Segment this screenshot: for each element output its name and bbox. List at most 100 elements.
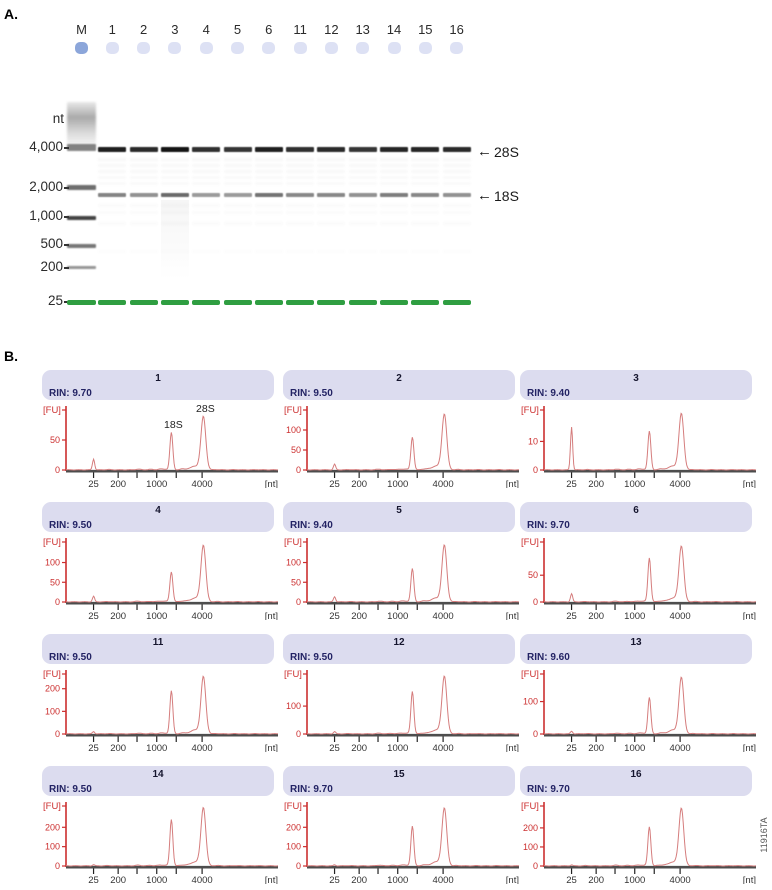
chart-header: 5 RIN: 9.40: [283, 502, 515, 532]
gel-faint-band: [129, 182, 158, 185]
gel-faint-band: [98, 158, 127, 161]
gel-faint-band: [348, 158, 377, 161]
green-marker-band: [317, 300, 346, 305]
gel-faint-band: [411, 170, 440, 173]
fu-axis-label: [FU]: [43, 537, 61, 548]
gel-faint-band: [98, 250, 126, 253]
chart-plot: 0 100 [FU] 25 200 1000 4000 [nt]: [284, 669, 520, 752]
chart-plot: 0 50 [FU] 25 200 1000 4000 [nt] 18S 28S: [43, 403, 279, 488]
fu-axis-label: [FU]: [521, 537, 539, 548]
gel-faint-band: [411, 164, 440, 167]
marker-band: [67, 144, 96, 151]
sample-well: [324, 42, 338, 54]
peak-annotation-28s: 28S: [196, 403, 215, 415]
sample-well: [199, 42, 213, 54]
marker-band: [67, 243, 96, 248]
gel-faint-band: [224, 250, 252, 253]
x-tick-label: 4000: [433, 611, 454, 620]
gel-faint-band: [192, 250, 220, 253]
chart-cell: 13 RIN: 9.60 0 100 [FU] 25 200 1000 4000 [nt]: [520, 634, 760, 752]
fu-axis-label: [FU]: [43, 405, 61, 416]
lane-label: 13: [355, 22, 370, 37]
x-tick-label: 200: [110, 875, 126, 884]
chart-title: 13: [630, 637, 642, 648]
y-tick-label: 100: [45, 842, 60, 852]
figure-code: 11916TA: [759, 817, 769, 853]
gel-faint-band: [349, 204, 377, 207]
chart-cell: 4 RIN: 9.50 0 50 100 [FU] 25 200 1000 4000 [nt]: [42, 502, 282, 620]
x-tick-label: 1000: [146, 611, 167, 620]
chart-title: 3: [633, 373, 639, 384]
x-tick-label: 25: [329, 611, 340, 620]
marker-tick-dash: [64, 267, 69, 269]
gel-faint-band: [317, 176, 346, 179]
rin-value: RIN: 9.50: [49, 652, 92, 663]
chart-cell: 3 RIN: 9.40 0 10 [FU] 25 200 1000 4000 [nt]: [520, 370, 760, 488]
chart-title: 4: [155, 505, 161, 516]
gel-faint-band: [380, 204, 408, 207]
marker-size-label: 200: [40, 259, 63, 274]
gel-faint-band: [411, 182, 440, 185]
band-label-28s: 28S: [494, 144, 519, 160]
annotation-28s: ← 28S: [477, 144, 519, 160]
left-arrow-icon: ←: [477, 187, 492, 204]
green-marker-band: [192, 300, 221, 305]
gel-faint-band: [192, 176, 221, 179]
chart-header: 16 RIN: 9.70: [520, 766, 752, 796]
y-tick-label: 50: [291, 577, 301, 587]
y-tick-label: 0: [533, 465, 538, 475]
x-tick-label: 200: [110, 611, 126, 620]
left-arrow-icon: ←: [477, 143, 492, 160]
gel-faint-band: [130, 204, 158, 207]
trace-line: [306, 543, 519, 603]
gel-band-18s: [411, 193, 440, 197]
chart-plot: 0 50 [FU] 25 200 1000 4000 [nt]: [521, 537, 757, 620]
fu-axis-label: [FU]: [284, 669, 302, 680]
x-tick-label: 25: [329, 479, 340, 488]
y-tick-label: 100: [286, 558, 301, 568]
chart-cell: 16 RIN: 9.70 0 100 200 [FU] 25 200 1000 4000 [nt]: [520, 766, 760, 884]
gel-faint-band: [255, 204, 283, 207]
x-tick-label: 25: [88, 611, 99, 620]
trace-line: [306, 413, 519, 471]
chart-header: 11 RIN: 9.50: [42, 634, 274, 664]
x-tick-label: 25: [566, 743, 577, 752]
x-tick-label: 4000: [192, 875, 213, 884]
sample-well: [168, 42, 182, 54]
chart-header: 6 RIN: 9.70: [520, 502, 752, 532]
nt-axis-label: [nt]: [265, 743, 278, 752]
gel-band-18s: [98, 193, 127, 197]
rin-value: RIN: 9.60: [527, 652, 570, 663]
gel-band-28s: [442, 147, 471, 152]
x-tick-label: 25: [329, 743, 340, 752]
gel-faint-band: [98, 176, 127, 179]
lane-label: 4: [202, 22, 210, 37]
green-marker-band: [98, 300, 127, 305]
gel-faint-band: [411, 158, 440, 161]
gel-faint-band: [98, 182, 127, 185]
sample-well: [450, 42, 464, 54]
gel-band-28s: [160, 147, 189, 152]
rin-value: RIN: 9.70: [49, 388, 92, 399]
y-tick-label: 0: [533, 597, 538, 607]
x-tick-label: 200: [351, 611, 367, 620]
gel-band-18s: [254, 193, 283, 197]
gel-faint-band: [411, 250, 439, 253]
chart-plot: 0 100 [FU] 25 200 1000 4000 [nt]: [521, 669, 756, 752]
nt-axis-label: [nt]: [265, 875, 278, 884]
rin-value: RIN: 9.50: [290, 652, 333, 663]
chart-cell: 15 RIN: 9.70 0 100 200 [FU] 25 200 1000 4000 [nt]: [283, 766, 523, 884]
lane-label: 11: [293, 22, 307, 37]
lane-label: 5: [233, 22, 242, 37]
x-tick-label: 25: [566, 611, 577, 620]
green-marker-band: [67, 300, 96, 305]
gel-faint-band: [223, 176, 252, 179]
y-tick-label: 0: [533, 861, 538, 871]
y-tick-label: 100: [286, 425, 301, 435]
chart-header: 13 RIN: 9.60: [520, 634, 752, 664]
marker-axis-unit-label: nt: [52, 111, 64, 126]
gel-faint-band: [411, 204, 439, 207]
gel-faint-band: [380, 222, 408, 225]
x-tick-label: 4000: [670, 479, 691, 488]
gel-faint-band: [349, 222, 377, 225]
